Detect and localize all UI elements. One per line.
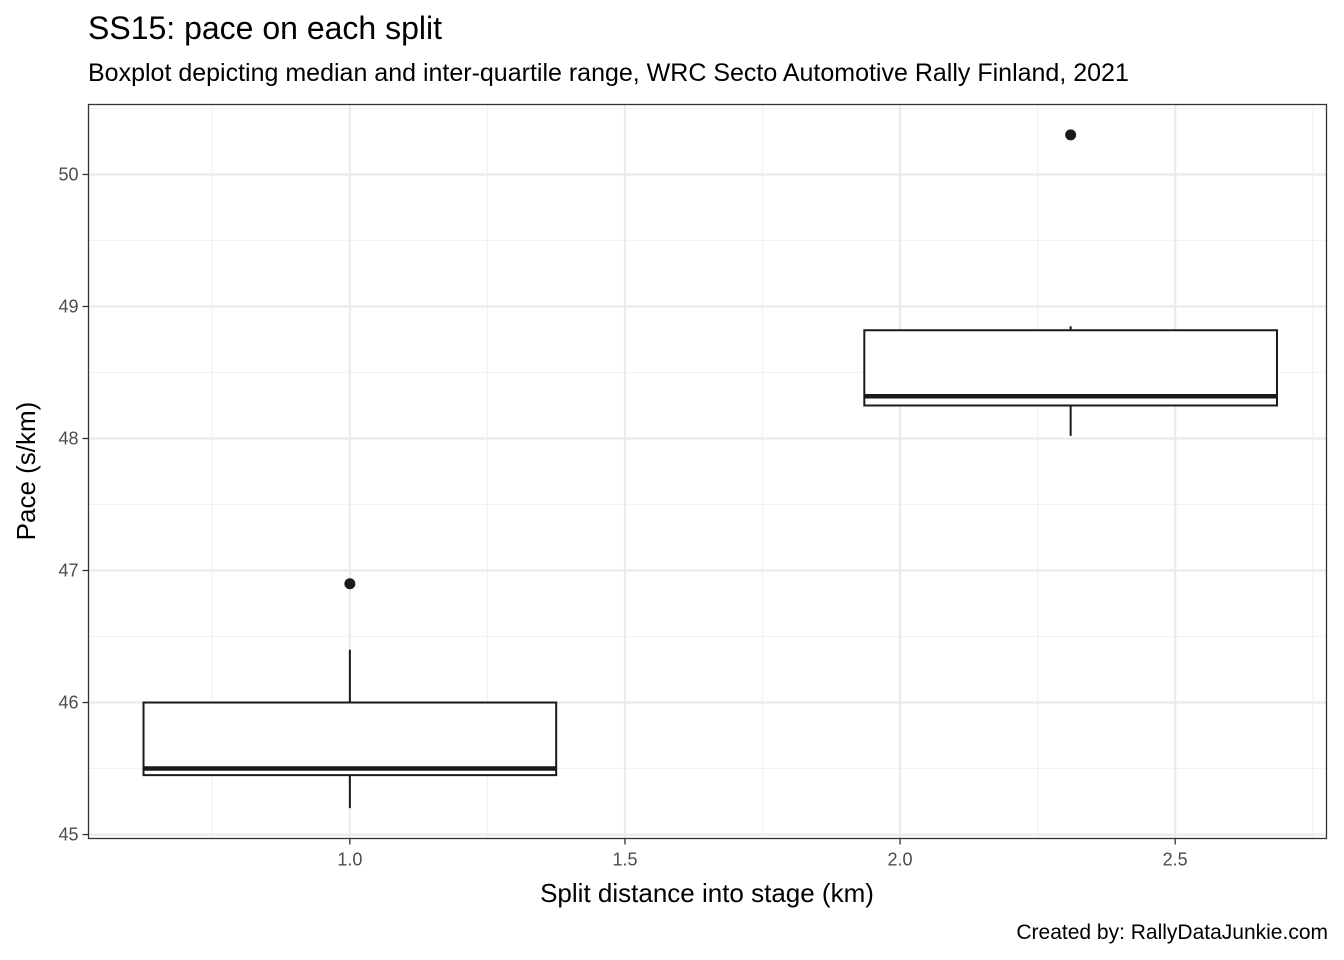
outlier-point [1065, 129, 1077, 141]
y-tick-label: 50 [58, 164, 78, 184]
x-tick-label: 1.5 [612, 850, 637, 870]
panel-border [87, 103, 1328, 840]
box-group-1 [142, 578, 558, 809]
x-tick-label: 1.0 [337, 850, 362, 870]
y-tick-label: 46 [58, 693, 78, 713]
y-tick-label: 45 [58, 825, 78, 845]
chart-title: SS15: pace on each split [88, 10, 443, 46]
iqr-box [863, 329, 1278, 407]
x-tick-label: 2.5 [1163, 850, 1188, 870]
y-tick-label: 48 [58, 428, 78, 448]
chart-subtitle: Boxplot depicting median and inter-quart… [88, 59, 1129, 87]
iqr-box [142, 701, 558, 777]
box-layer [142, 129, 1278, 809]
box-group-2 [863, 129, 1278, 436]
chart-caption: Created by: RallyDataJunkie.com [1016, 921, 1328, 944]
x-axis-title: Split distance into stage (km) [540, 878, 874, 908]
outlier-point [344, 578, 356, 590]
y-tick-label: 49 [58, 296, 78, 316]
y-axis-title: Pace (s/km) [11, 402, 41, 541]
x-tick-label: 2.0 [888, 850, 913, 870]
y-tick-label: 47 [58, 561, 78, 581]
axis-layer: 45 46 47 48 49 50 1.0 1.5 2.0 2.5 [58, 164, 1187, 869]
